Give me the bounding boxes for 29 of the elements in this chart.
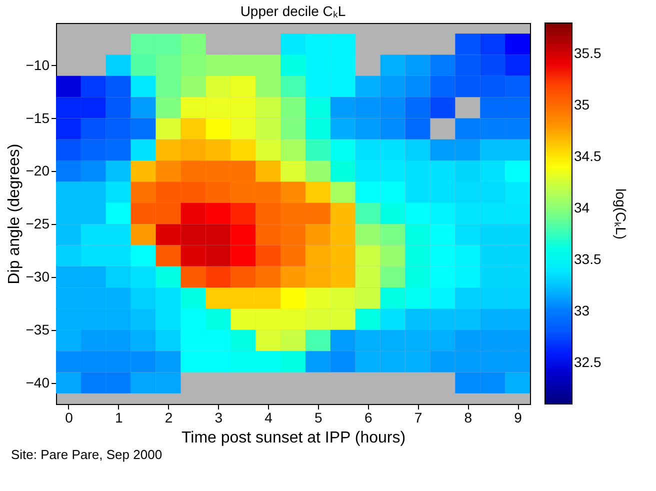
color-bar-label: 33 xyxy=(574,302,590,318)
y-tick-label: −35 xyxy=(26,321,50,338)
y-tick-label: −20 xyxy=(26,162,50,179)
x-tick-label: 2 xyxy=(164,410,173,426)
y-axis-title: Dip angle (degrees) xyxy=(6,144,23,284)
color-bar-label: 35 xyxy=(574,96,590,112)
chart-title: Upper decile CₖL xyxy=(240,3,346,19)
color-bar-label: 32.5 xyxy=(574,354,602,370)
color-bar-label: 33.5 xyxy=(574,250,602,267)
x-tick-label: 7 xyxy=(414,410,422,426)
x-tick-label: 6 xyxy=(364,410,372,426)
x-tick-label: 4 xyxy=(264,410,273,426)
x-tick-label: 9 xyxy=(514,410,522,426)
color-bar-label: 34.5 xyxy=(574,148,602,164)
x-tick-label: 5 xyxy=(314,410,323,426)
y-tick-label: −25 xyxy=(26,216,50,232)
color-bar-label: 35.5 xyxy=(574,44,602,61)
x-tick-label: 0 xyxy=(65,410,74,426)
y-tick-label: −15 xyxy=(26,110,50,126)
y-tick-label: −30 xyxy=(26,268,50,284)
x-tick-label: 1 xyxy=(114,410,123,426)
x-tick-label: 8 xyxy=(464,410,472,426)
text: Site: Pare Pare, Sep 2000 xyxy=(11,447,162,462)
x-tick-label: 3 xyxy=(214,410,223,426)
y-tick-label: −10 xyxy=(26,56,50,73)
y-tick-label: −40 xyxy=(26,374,50,390)
color-bar-label: 34 xyxy=(574,199,590,216)
x-axis-title: Time post sunset at IPP (hours) xyxy=(181,430,406,446)
color-bar-title: log(CₖL) xyxy=(613,188,629,240)
